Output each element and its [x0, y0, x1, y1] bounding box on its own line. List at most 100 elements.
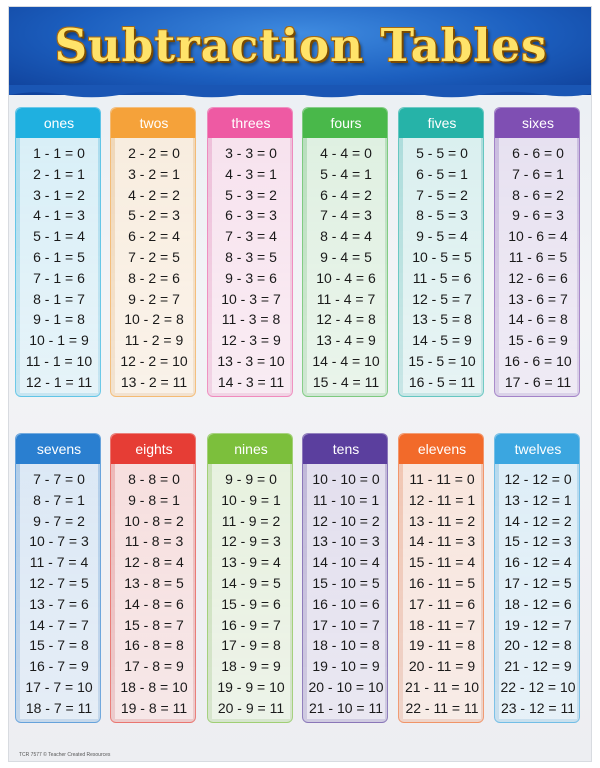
subtraction-poster: Subtraction Tables ones 1 - 1 = 0 2 - 1 = … — [8, 6, 592, 762]
equation-row: 9 - 4 = 5 — [320, 249, 372, 265]
table-card-fives: fives 5 - 5 = 0 6 - 5 = 1 7 - 5 = 2 8 - 5 = … — [398, 107, 484, 397]
equation-row: 14 - 3 = 11 — [217, 373, 285, 390]
table-card-eights: eights 8 - 8 = 0 9 - 8 = 1 10 - 8 = 2 11 - 8… — [110, 433, 196, 723]
table-body: 4 - 4 = 0 5 - 4 = 1 6 - 4 = 2 7 - 4 = 3 8 - … — [307, 138, 385, 393]
equation-row: 14 - 4 = 10 — [312, 353, 380, 369]
banner-wave — [9, 85, 591, 98]
equation-row: 18 - 7 = 11 — [25, 699, 93, 716]
equation-row: 11 - 11 = 0 — [409, 471, 475, 487]
equation-row: 17 - 12 = 5 — [504, 575, 572, 591]
equation-row: 14 - 10 = 4 — [312, 554, 380, 571]
equation-row: 13 - 4 = 9 — [316, 332, 376, 349]
table-body: 3 - 3 = 0 4 - 3 = 1 5 - 3 = 2 6 - 3 = 3 7 - … — [212, 138, 290, 393]
equation-row: 17 - 7 = 10 — [25, 679, 93, 695]
equation-row: 14 - 8 = 6 — [124, 595, 184, 612]
equation-row: 17 - 6 = 11 — [504, 373, 572, 390]
equation-row: 8 - 6 = 2 — [512, 186, 564, 203]
table-header: fives — [399, 108, 483, 138]
table-body: 6 - 6 = 0 7 - 6 = 1 8 - 6 = 2 9 - 6 = 3 10 -… — [499, 138, 577, 393]
equation-row: 15 - 6 = 9 — [508, 332, 568, 349]
equation-row: 9 - 3 = 6 — [225, 269, 277, 286]
page-title: Subtraction Tables — [54, 19, 548, 72]
equation-row: 4 - 3 = 1 — [225, 165, 277, 182]
equation-row: 17 - 8 = 9 — [124, 658, 184, 675]
equation-row: 21 - 10 = 11 — [308, 699, 384, 716]
table-card-ones: ones 1 - 1 = 0 2 - 1 = 1 3 - 1 = 2 4 - 1 = 3… — [15, 107, 101, 397]
table-body: 9 - 9 = 0 10 - 9 = 1 11 - 9 = 2 12 - 9 = 3 1… — [212, 464, 290, 719]
equation-row: 20 - 10 = 10 — [308, 679, 384, 695]
equation-row: 8 - 8 = 0 — [128, 471, 180, 487]
equation-row: 23 - 12 = 11 — [500, 699, 576, 716]
equation-row: 11 - 9 = 2 — [221, 512, 281, 529]
equation-row: 13 - 6 = 7 — [508, 290, 568, 307]
table-header: ones — [16, 108, 100, 138]
table-body: 8 - 8 = 0 9 - 8 = 1 10 - 8 = 2 11 - 8 = 3 12… — [115, 464, 193, 719]
equation-row: 1 - 1 = 0 — [33, 145, 85, 161]
equation-row: 19 - 12 = 7 — [504, 616, 572, 633]
equation-row: 10 - 5 = 5 — [412, 249, 472, 265]
equation-row: 12 - 12 = 0 — [504, 471, 572, 487]
equation-row: 5 - 5 = 0 — [416, 145, 468, 161]
equation-row: 11 - 8 = 3 — [124, 533, 184, 550]
equation-row: 11 - 7 = 4 — [29, 554, 89, 571]
equation-row: 14 - 7 = 7 — [29, 616, 89, 633]
equation-row: 7 - 7 = 0 — [33, 471, 85, 487]
table-header: twelves — [495, 434, 579, 464]
equation-row: 6 - 1 = 5 — [33, 249, 85, 265]
equation-row: 8 - 4 = 4 — [320, 228, 372, 245]
equation-row: 9 - 6 = 3 — [512, 207, 564, 224]
equation-row: 14 - 9 = 5 — [221, 575, 281, 591]
equation-row: 6 - 4 = 2 — [320, 186, 372, 203]
equation-row: 15 - 4 = 11 — [312, 373, 380, 390]
equation-row: 13 - 3 = 10 — [217, 353, 285, 369]
equation-row: 12 - 3 = 9 — [221, 332, 281, 349]
equation-row: 6 - 5 = 1 — [416, 165, 468, 182]
equation-row: 15 - 7 = 8 — [29, 637, 89, 654]
equation-row: 9 - 1 = 8 — [33, 311, 85, 328]
table-header: elevens — [399, 434, 483, 464]
equation-row: 18 - 10 = 8 — [312, 637, 380, 654]
equation-row: 14 - 6 = 8 — [508, 311, 568, 328]
table-body: 2 - 2 = 0 3 - 2 = 1 4 - 2 = 2 5 - 2 = 3 6 - … — [115, 138, 193, 393]
equation-row: 10 - 3 = 7 — [221, 290, 281, 307]
equation-row: 7 - 5 = 2 — [416, 186, 468, 203]
equation-row: 7 - 3 = 4 — [225, 228, 277, 245]
equation-row: 4 - 1 = 3 — [33, 207, 85, 224]
equation-row: 13 - 2 = 11 — [120, 373, 188, 390]
equation-row: 7 - 2 = 5 — [128, 249, 180, 265]
equation-row: 11 - 6 = 5 — [508, 249, 568, 265]
equation-row: 16 - 8 = 8 — [124, 637, 184, 654]
table-card-fours: fours 4 - 4 = 0 5 - 4 = 1 6 - 4 = 2 7 - 4 = … — [302, 107, 388, 397]
table-header: fours — [303, 108, 387, 138]
equation-row: 19 - 8 = 11 — [120, 699, 188, 716]
equation-row: 11 - 10 = 1 — [312, 491, 380, 508]
equation-row: 4 - 2 = 2 — [128, 186, 180, 203]
equation-row: 17 - 10 = 7 — [312, 616, 380, 633]
equation-row: 12 - 7 = 5 — [29, 575, 89, 591]
equation-row: 20 - 9 = 11 — [217, 699, 285, 716]
equation-row: 18 - 8 = 10 — [120, 679, 188, 695]
equation-row: 20 - 12 = 8 — [504, 637, 572, 654]
equation-row: 8 - 1 = 7 — [33, 290, 85, 307]
equation-row: 3 - 3 = 0 — [225, 145, 277, 161]
table-header: nines — [208, 434, 292, 464]
equation-row: 16 - 7 = 9 — [29, 658, 89, 675]
equation-row: 13 - 10 = 3 — [312, 533, 380, 550]
table-body: 12 - 12 = 0 13 - 12 = 1 14 - 12 = 2 15 - 12… — [499, 464, 577, 719]
equation-row: 12 - 5 = 7 — [412, 290, 472, 307]
equation-row: 10 - 9 = 1 — [221, 491, 281, 508]
equation-row: 15 - 12 = 3 — [504, 533, 572, 550]
equation-row: 15 - 5 = 10 — [408, 353, 476, 369]
equation-row: 5 - 3 = 2 — [225, 186, 277, 203]
table-body: 7 - 7 = 0 8 - 7 = 1 9 - 7 = 2 10 - 7 = 3 11 … — [20, 464, 98, 719]
table-header: tens — [303, 434, 387, 464]
equation-row: 12 - 1 = 11 — [25, 373, 93, 390]
equation-row: 4 - 4 = 0 — [320, 145, 372, 161]
equation-row: 5 - 4 = 1 — [320, 165, 372, 182]
table-body: 1 - 1 = 0 2 - 1 = 1 3 - 1 = 2 4 - 1 = 3 5 - … — [20, 138, 98, 393]
equation-row: 18 - 11 = 7 — [408, 616, 476, 633]
equation-row: 16 - 9 = 7 — [221, 616, 281, 633]
equation-row: 14 - 11 = 3 — [408, 533, 476, 550]
equation-row: 14 - 5 = 9 — [412, 332, 472, 349]
equation-row: 10 - 6 = 4 — [508, 228, 568, 245]
